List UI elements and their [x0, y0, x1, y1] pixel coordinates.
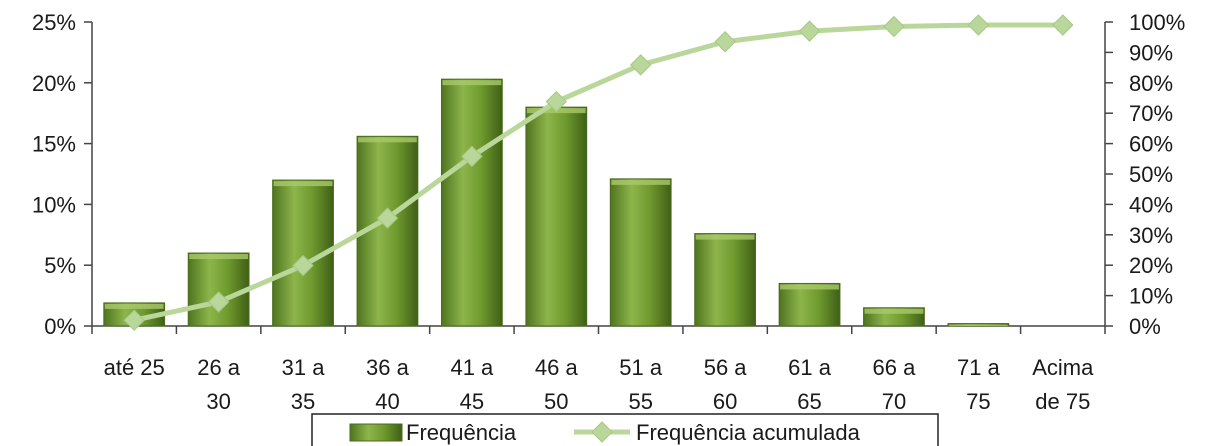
legend-label-frequencia: Frequência: [406, 420, 517, 445]
legend-bar-swatch: [349, 423, 403, 442]
right-tick-label: 60%: [1129, 132, 1173, 157]
x-tick-label: 35: [291, 389, 315, 414]
right-tick-label: 20%: [1129, 253, 1173, 278]
x-tick-label: 30: [206, 389, 230, 414]
x-tick-label: 55: [628, 389, 652, 414]
x-tick-label: 70: [882, 389, 906, 414]
right-tick-label: 0%: [1129, 314, 1161, 339]
right-tick-label: 40%: [1129, 192, 1173, 217]
right-tick-label: 10%: [1129, 284, 1173, 309]
x-tick-label: de 75: [1035, 389, 1090, 414]
right-tick-label: 30%: [1129, 223, 1173, 248]
x-tick-label: 41 a: [450, 355, 494, 380]
cumulative-marker: [376, 207, 399, 229]
left-tick-label: 15%: [32, 132, 76, 157]
bar-top-highlight: [442, 80, 502, 86]
bar-top-highlight: [104, 303, 164, 309]
x-tick-label: 45: [460, 389, 484, 414]
x-tick-label: 75: [966, 389, 990, 414]
left-tick-label: 0%: [44, 314, 76, 339]
x-tick-label: 66 a: [873, 355, 917, 380]
cumulative-marker: [207, 291, 230, 313]
left-tick-label: 20%: [32, 71, 76, 96]
cumulative-marker: [967, 14, 990, 36]
bar-top-highlight: [273, 181, 333, 187]
cumulative-marker: [883, 15, 905, 38]
legend-label-frequencia-acumulada: Frequência acumulada: [636, 420, 861, 445]
x-tick-label: 46 a: [535, 355, 579, 380]
bar: [440, 78, 503, 327]
legend-marker-swatch: [591, 421, 613, 443]
right-tick-label: 70%: [1129, 101, 1173, 126]
bar: [187, 252, 250, 327]
x-tick-label: 60: [713, 389, 737, 414]
x-tick-label: até 25: [104, 355, 165, 380]
line-series: [123, 14, 1074, 331]
bar: [778, 282, 841, 327]
right-tick-label: 100%: [1129, 10, 1185, 35]
legend: Frequência Frequência acumulada: [311, 413, 939, 446]
x-tick-label: 51 a: [619, 355, 663, 380]
x-tick-label: 65: [797, 389, 821, 414]
bar: [609, 178, 672, 327]
bar-top-highlight: [358, 137, 417, 143]
cumulative-marker: [630, 54, 652, 76]
bar-top-highlight: [695, 234, 755, 240]
right-tick-label: 50%: [1129, 162, 1173, 187]
bar-series: [103, 78, 1010, 327]
bar: [525, 106, 588, 327]
axes: [84, 21, 1113, 334]
right-tick-label: 80%: [1129, 71, 1173, 96]
cumulative-marker: [714, 31, 736, 53]
x-tick-label: 56 a: [704, 355, 748, 380]
left-tick-label: 5%: [44, 253, 76, 278]
cumulative-line: [133, 22, 1063, 323]
x-tick-label: 36 a: [366, 355, 410, 380]
cumulative-marker: [123, 309, 145, 331]
bar-top-highlight: [780, 284, 839, 290]
x-tick-label: 50: [544, 389, 568, 414]
x-tick-label: 31 a: [282, 355, 326, 380]
cumulative-marker: [798, 20, 821, 42]
bar-top-highlight: [948, 324, 1008, 326]
bar-top-highlight: [864, 308, 924, 314]
cumulative-marker: [1052, 14, 1074, 36]
x-tick-label: Acima: [1032, 355, 1094, 380]
cumulative-marker: [292, 254, 314, 277]
x-tick-label: 61 a: [788, 355, 832, 380]
cumulative-marker: [545, 90, 567, 113]
bar-top-highlight: [189, 254, 249, 260]
right-tick-label: 90%: [1129, 40, 1173, 65]
left-tick-label: 25%: [32, 10, 76, 35]
bar: [694, 233, 757, 327]
cumulative-marker: [461, 145, 483, 168]
axis-labels: 0% 5% 10% 15% 20% 25% 0% 10% 20% 30% 40% 50% 60% 70% 8…: [32, 10, 1185, 414]
x-tick-label: 40: [375, 389, 399, 414]
bar-top-highlight: [611, 179, 671, 185]
left-tick-label: 10%: [32, 192, 76, 217]
x-tick-label: 26 a: [197, 355, 241, 380]
x-tick-label: 71 a: [957, 355, 1001, 380]
